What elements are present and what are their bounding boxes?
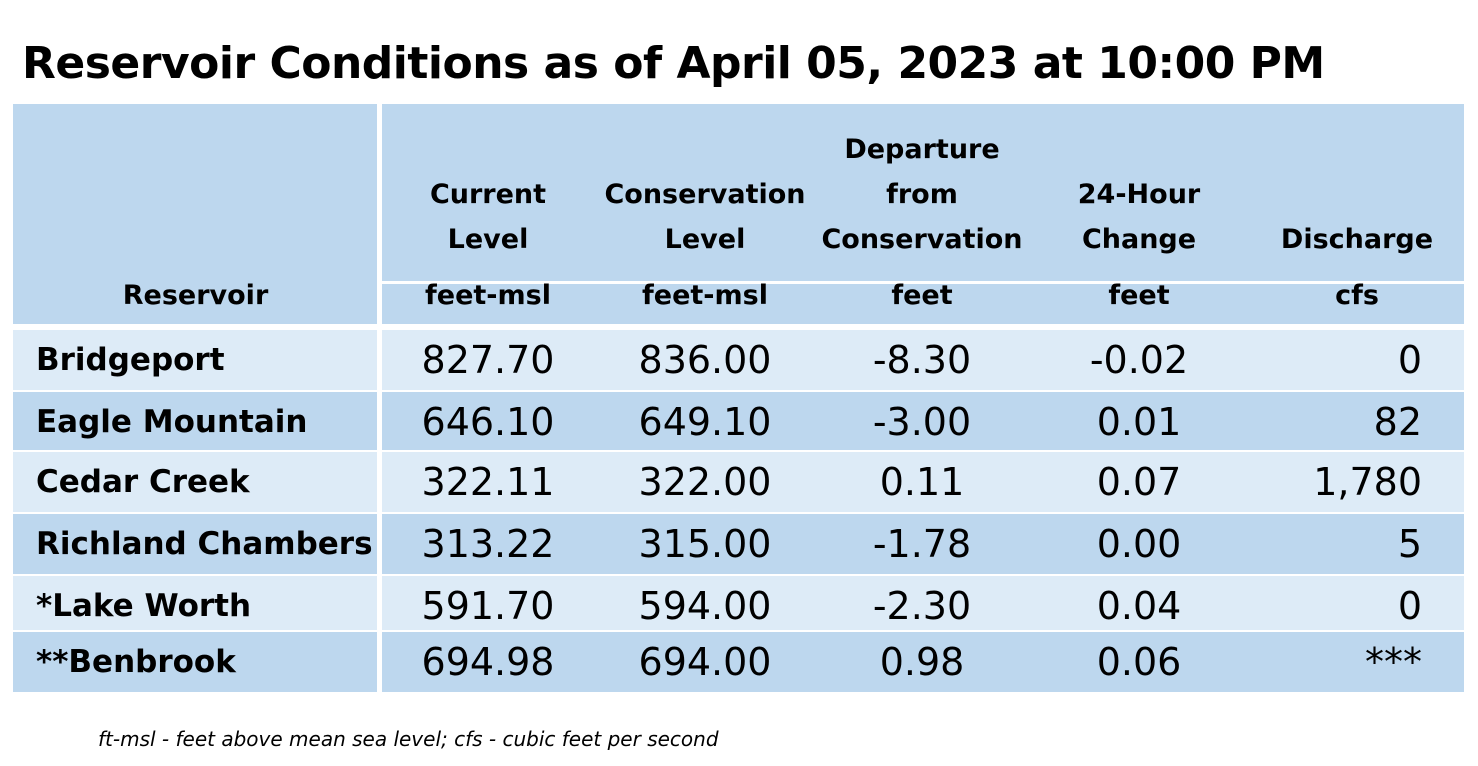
header-departure-line3: Conservation bbox=[821, 224, 1023, 255]
change-value: 0.07 bbox=[1096, 460, 1182, 504]
table-row: Richland Chambers 313.22 315.00 -1.78 0.… bbox=[13, 514, 1464, 574]
header-departure-line2: from bbox=[886, 179, 958, 210]
departure-value: -8.30 bbox=[872, 338, 972, 382]
discharge-value: *** bbox=[1365, 640, 1422, 684]
header-discharge: Discharge bbox=[1250, 217, 1464, 262]
conservation-level-value: 649.10 bbox=[638, 400, 772, 444]
current-level-value: 646.10 bbox=[421, 400, 555, 444]
current-level-value: 827.70 bbox=[421, 338, 555, 382]
header-reservoir: Reservoir bbox=[122, 280, 269, 311]
row-divider bbox=[13, 450, 1464, 452]
page-title: Reservoir Conditions as of April 05, 202… bbox=[22, 38, 1325, 89]
change-value: -0.02 bbox=[1089, 338, 1189, 382]
change-value: 0.06 bbox=[1096, 640, 1182, 684]
change-value: 0.00 bbox=[1096, 522, 1182, 566]
header-body-separator bbox=[13, 324, 1464, 330]
discharge-value: 5 bbox=[1397, 522, 1422, 566]
header-change-line1: 24-Hour bbox=[1077, 179, 1201, 210]
conservation-level-value: 322.00 bbox=[638, 460, 772, 504]
reservoir-name: **Benbrook bbox=[36, 644, 236, 680]
column-divider bbox=[377, 104, 382, 692]
table-row: Cedar Creek 322.11 322.00 0.11 0.07 1,78… bbox=[13, 452, 1464, 512]
conservation-level-value: 694.00 bbox=[638, 640, 772, 684]
header-conservation-level: Conservation Level bbox=[594, 172, 816, 262]
discharge-value: 0 bbox=[1397, 338, 1422, 382]
discharge-value: 82 bbox=[1373, 400, 1422, 444]
discharge-value: 0 bbox=[1397, 584, 1422, 628]
reservoir-name: Cedar Creek bbox=[36, 464, 250, 500]
departure-value: 0.11 bbox=[879, 460, 965, 504]
row-divider bbox=[13, 574, 1464, 576]
departure-value: -2.30 bbox=[872, 584, 972, 628]
reservoir-table: Reservoir Current Level feet-msl Conserv… bbox=[13, 104, 1464, 692]
header-current-level: Current Level bbox=[382, 172, 594, 262]
discharge-value: 1,780 bbox=[1313, 460, 1422, 504]
header-discharge-line1: Discharge bbox=[1280, 224, 1434, 255]
current-level-value: 322.11 bbox=[421, 460, 555, 504]
header-discharge-unit: cfs bbox=[1335, 280, 1379, 311]
table-row: *Lake Worth 591.70 594.00 -2.30 0.04 0 bbox=[13, 576, 1464, 636]
row-divider bbox=[13, 390, 1464, 392]
header-current-unit: feet-msl bbox=[425, 280, 551, 311]
current-level-value: 591.70 bbox=[421, 584, 555, 628]
header-conservation-line1: Conservation bbox=[604, 179, 806, 210]
footnote: ft-msl - feet above mean sea level; cfs … bbox=[98, 727, 719, 751]
header-conservation-unit: feet-msl bbox=[642, 280, 768, 311]
table-row: Eagle Mountain 646.10 649.10 -3.00 0.01 … bbox=[13, 392, 1464, 452]
header-change-unit: feet bbox=[1108, 280, 1170, 311]
conservation-level-value: 594.00 bbox=[638, 584, 772, 628]
reservoir-name: Eagle Mountain bbox=[36, 404, 308, 440]
departure-value: -1.78 bbox=[872, 522, 972, 566]
conservation-level-value: 836.00 bbox=[638, 338, 772, 382]
header-24hr-change: 24-Hour Change bbox=[1028, 172, 1250, 262]
header-conservation-line2: Level bbox=[664, 224, 746, 255]
departure-value: 0.98 bbox=[879, 640, 965, 684]
header-current-line2: Level bbox=[447, 224, 529, 255]
current-level-value: 313.22 bbox=[421, 522, 555, 566]
current-level-value: 694.98 bbox=[421, 640, 555, 684]
change-value: 0.01 bbox=[1096, 400, 1182, 444]
header-departure-line1: Departure bbox=[844, 134, 1000, 165]
departure-value: -3.00 bbox=[872, 400, 972, 444]
table-row: Bridgeport 827.70 836.00 -8.30 -0.02 0 bbox=[13, 330, 1464, 390]
row-divider bbox=[13, 630, 1464, 632]
change-value: 0.04 bbox=[1096, 584, 1182, 628]
reservoir-name: Richland Chambers bbox=[36, 526, 373, 562]
reservoir-name: *Lake Worth bbox=[36, 588, 252, 624]
header-departure-unit: feet bbox=[891, 280, 953, 311]
table-header: Reservoir Current Level feet-msl Conserv… bbox=[13, 104, 1464, 324]
conservation-level-value: 315.00 bbox=[638, 522, 772, 566]
header-change-line2: Change bbox=[1081, 224, 1197, 255]
header-divider bbox=[380, 281, 1464, 284]
reservoir-name: Bridgeport bbox=[36, 342, 225, 378]
header-current-line1: Current bbox=[429, 179, 547, 210]
table-row: **Benbrook 694.98 694.00 0.98 0.06 *** bbox=[13, 632, 1464, 692]
row-divider bbox=[13, 512, 1464, 514]
header-departure: Departure from Conservation bbox=[816, 127, 1028, 262]
